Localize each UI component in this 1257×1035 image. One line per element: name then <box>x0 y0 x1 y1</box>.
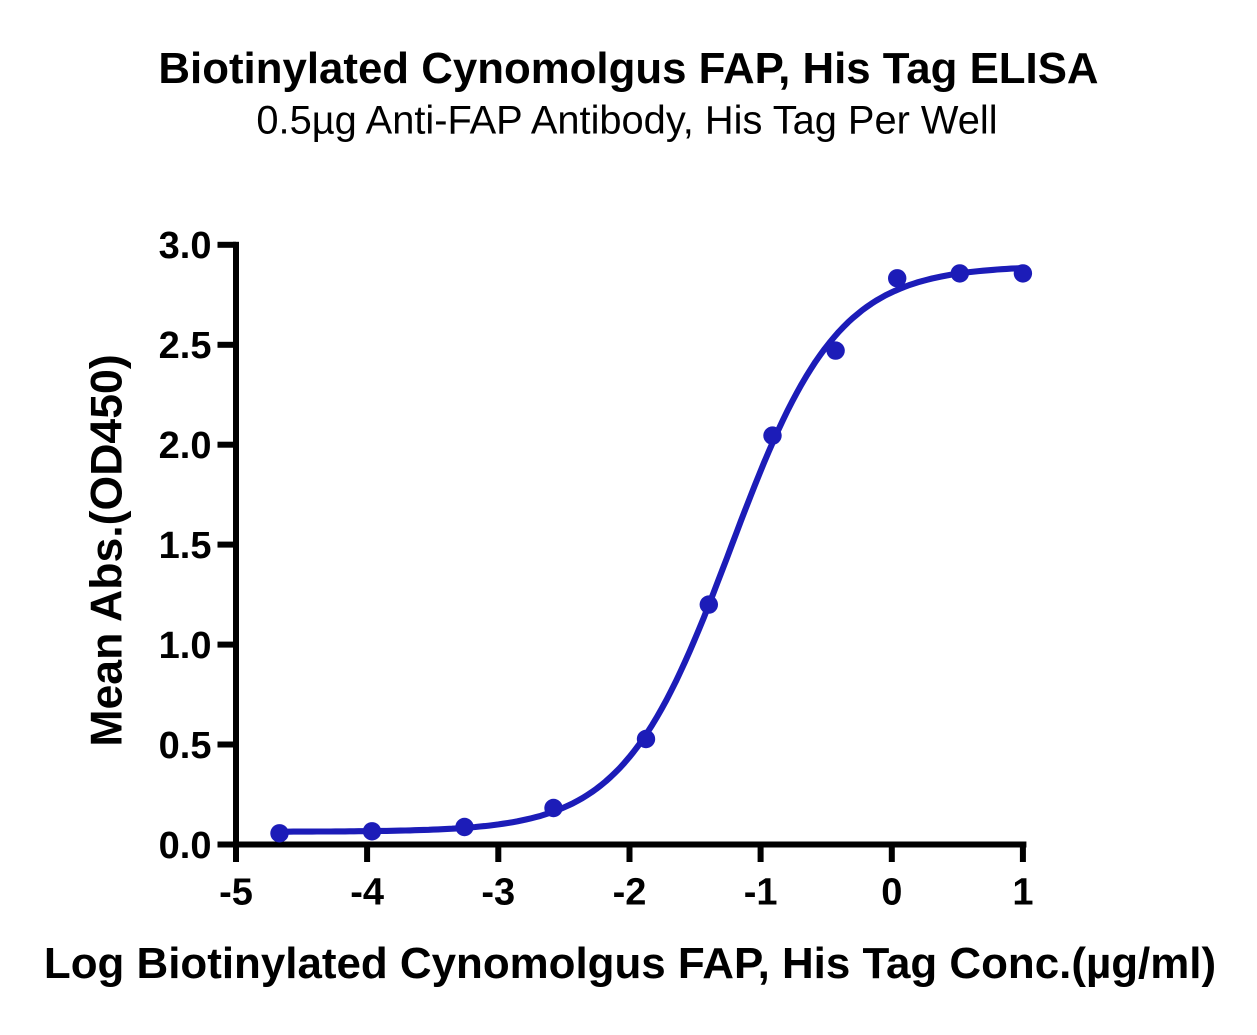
svg-text:Mean Abs.(OD450): Mean Abs.(OD450) <box>83 354 132 746</box>
svg-text:0.5µg Anti-FAP Antibody, His T: 0.5µg Anti-FAP Antibody, His Tag Per Wel… <box>256 99 997 143</box>
svg-text:-2: -2 <box>613 872 647 914</box>
svg-text:Log Biotinylated Cynomolgus FA: Log Biotinylated Cynomolgus FAP, His Tag… <box>44 939 1216 988</box>
svg-text:1: 1 <box>1012 872 1033 914</box>
svg-text:-3: -3 <box>481 872 515 914</box>
svg-text:0.5: 0.5 <box>159 725 212 767</box>
svg-text:3.0: 3.0 <box>159 225 212 267</box>
svg-text:2.5: 2.5 <box>159 325 212 367</box>
svg-text:-1: -1 <box>744 872 778 914</box>
svg-text:1.0: 1.0 <box>159 625 212 667</box>
svg-text:0.0: 0.0 <box>159 825 212 867</box>
svg-text:1.5: 1.5 <box>159 525 212 567</box>
svg-text:-5: -5 <box>219 872 253 914</box>
svg-text:-4: -4 <box>350 872 384 914</box>
svg-text:2.0: 2.0 <box>159 425 212 467</box>
svg-text:0: 0 <box>881 872 902 914</box>
svg-text:Biotinylated Cynomolgus FAP, H: Biotinylated Cynomolgus FAP, His Tag ELI… <box>158 44 1098 93</box>
